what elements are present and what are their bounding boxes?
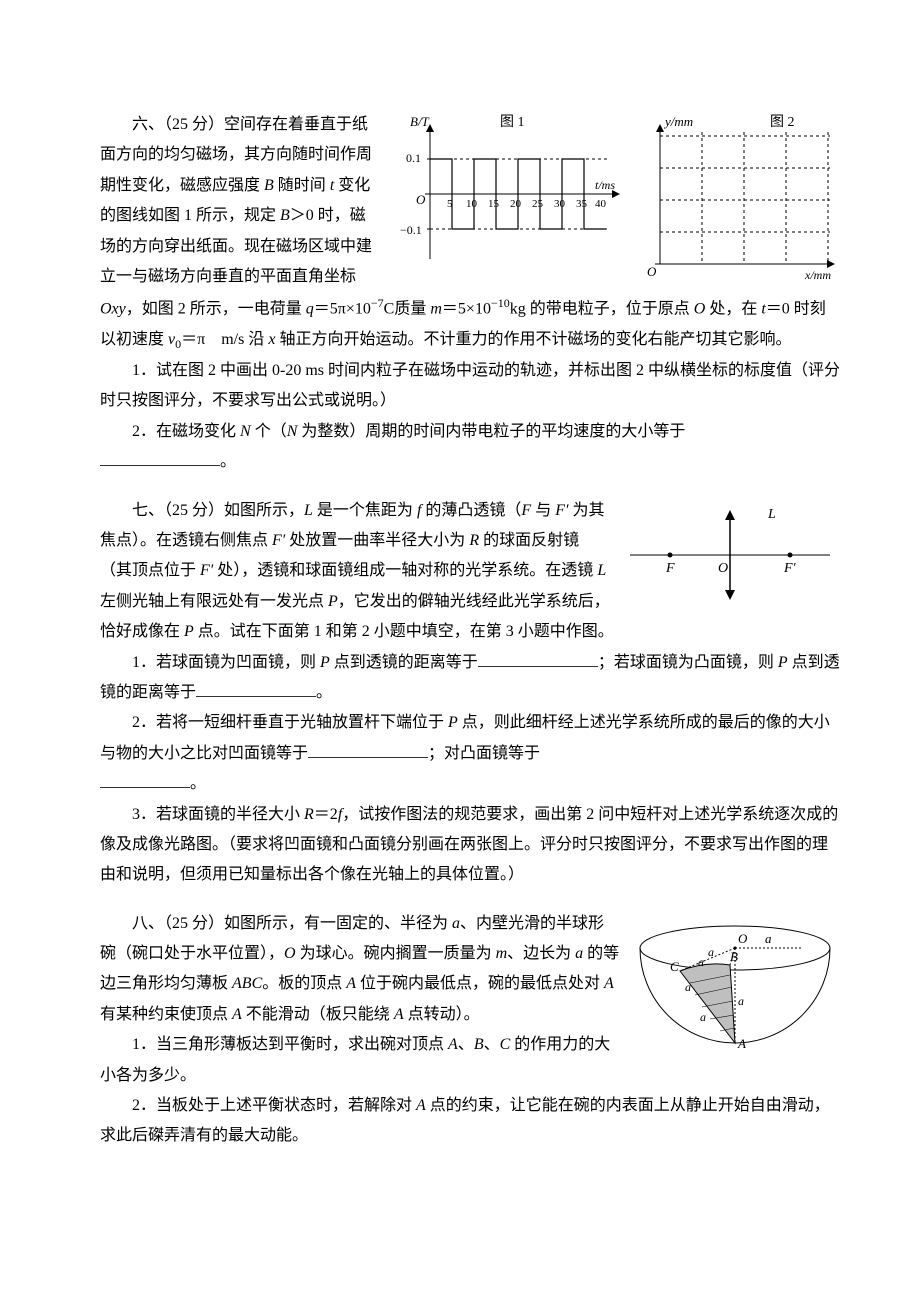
focus-fp-label: F′ xyxy=(783,561,797,576)
lens-arrow-down xyxy=(725,590,735,600)
fig-problem-7: L F O F′ xyxy=(620,500,840,600)
p6-q1: 1．试在图 2 中画出 0-20 ms 时间内粒子在磁场中运动的轨迹，并标出图 … xyxy=(100,356,840,417)
svg-text:15: 15 xyxy=(488,198,500,210)
p7-q1-blank2 xyxy=(196,680,316,697)
chart-b-vs-t-and-grid: B/T 图 1 O 0.1 −0.1 5 10 xyxy=(390,114,840,284)
bowl-diagram: O a A C B a a a a a xyxy=(630,913,840,1063)
svg-text:20: 20 xyxy=(510,198,522,210)
chart-2: y/mm 图 2 O x/mm xyxy=(647,114,835,282)
svg-text:a: a xyxy=(738,994,744,1008)
chart2-origin: O xyxy=(647,264,657,279)
vertex-b-label: B xyxy=(730,949,738,964)
chart2-y-arrow xyxy=(656,124,664,132)
svg-text:a: a xyxy=(700,1010,706,1024)
lens-label: L xyxy=(767,507,776,522)
bowl-center-label: O xyxy=(738,931,748,946)
svg-text:10: 10 xyxy=(466,198,478,210)
p8-q2: 2．当板处于上述平衡状态时，若解除对 A 点的约束，让它能在碗的内表面上从静止开… xyxy=(100,1091,840,1152)
lens-diagram: L F O F′ xyxy=(620,500,840,600)
p7-q2-blank2 xyxy=(100,771,190,788)
svg-text:35: 35 xyxy=(576,198,588,210)
lens-arrow-up xyxy=(725,510,735,520)
svg-text:25: 25 xyxy=(532,198,544,210)
p7-q1: 1．若球面镜为凹面镜，则 P 点到透镜的距离等于；若球面镜为凸面镜，则 P 点到… xyxy=(100,648,840,709)
svg-text:30: 30 xyxy=(554,198,566,210)
svg-text:a: a xyxy=(685,980,691,994)
radius-a-label: a xyxy=(765,931,772,946)
p7-q2-blank1 xyxy=(308,741,428,758)
focus-fp-dot xyxy=(788,552,793,557)
chart1-origin: O xyxy=(416,192,426,207)
chart1-ytick-pos: 0.1 xyxy=(406,151,421,165)
chart1-ytick-neg: −0.1 xyxy=(400,223,422,237)
chart1-title: 图 1 xyxy=(500,115,525,130)
svg-text:5: 5 xyxy=(447,198,453,210)
vertex-c-label: C xyxy=(670,959,679,974)
svg-text:a: a xyxy=(698,955,704,969)
focus-f-label: F xyxy=(665,561,675,576)
problem-6: B/T 图 1 O 0.1 −0.1 5 10 xyxy=(100,110,840,478)
problem-8: O a A C B a a a a a xyxy=(100,909,840,1152)
focus-f-dot xyxy=(668,552,673,557)
chart2-title: 图 2 xyxy=(770,115,795,130)
problem-7: L F O F′ 七、（25 分）如图所示，L 是一个焦距为 f 的薄凸透镜（F… xyxy=(100,496,840,891)
svg-text:a: a xyxy=(708,945,714,959)
fig-problem-8: O a A C B a a a a a xyxy=(630,913,840,1063)
chart1-ylabel: B/T xyxy=(410,114,430,129)
chart2-x-arrow xyxy=(827,260,835,268)
svg-text:40: 40 xyxy=(595,198,607,210)
vertex-a-label: A xyxy=(737,1036,746,1051)
chart1-xlabel: t/ms xyxy=(595,178,615,192)
chart-1: B/T 图 1 O 0.1 −0.1 5 10 xyxy=(400,114,620,259)
p6-q2-blank xyxy=(100,449,220,466)
lens-origin-label: O xyxy=(718,561,728,576)
p6-q2: 2．在磁场变化 N 个（N 为整数）周期的时间内带电粒子的平均速度的大小等于 xyxy=(100,417,840,447)
chart2-ylabel: y/mm xyxy=(663,114,693,129)
chart2-xlabel: x/mm xyxy=(804,268,831,282)
p7-q3: 3．若球面镜的半径大小 R＝2f，试按作图法的规范要求，画出第 2 问中短杆对上… xyxy=(100,800,840,891)
fig-problem-6: B/T 图 1 O 0.1 −0.1 5 10 xyxy=(390,114,840,284)
p7-q2: 2．若将一短细杆垂直于光轴放置杆下端位于 P 点，则此细杆经上述光学系统所成的最… xyxy=(100,708,840,769)
p7-q1-blank1 xyxy=(478,650,598,667)
